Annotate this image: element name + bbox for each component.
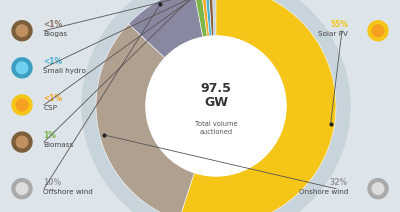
Text: <1%: <1% xyxy=(43,94,62,103)
Text: Biogas: Biogas xyxy=(43,31,67,37)
Circle shape xyxy=(16,25,28,36)
Text: 1%: 1% xyxy=(43,131,56,140)
Circle shape xyxy=(372,25,384,36)
Text: <1%: <1% xyxy=(43,20,62,29)
Text: Total volume
auctioned: Total volume auctioned xyxy=(195,121,237,135)
Wedge shape xyxy=(179,0,336,212)
Text: Offshore wind: Offshore wind xyxy=(43,189,93,195)
Text: Onshore wind: Onshore wind xyxy=(299,189,348,195)
Wedge shape xyxy=(201,0,210,36)
Text: CSP: CSP xyxy=(43,105,57,111)
Text: 55%: 55% xyxy=(330,20,348,29)
Wedge shape xyxy=(194,0,207,37)
Circle shape xyxy=(368,179,388,199)
Circle shape xyxy=(12,58,32,78)
Text: 97.5
GW: 97.5 GW xyxy=(200,82,232,110)
Circle shape xyxy=(82,0,350,212)
Wedge shape xyxy=(128,0,203,58)
Circle shape xyxy=(372,183,384,194)
Text: Small hydro: Small hydro xyxy=(43,68,86,74)
Wedge shape xyxy=(205,0,212,36)
Text: <1%: <1% xyxy=(43,57,62,66)
Text: 10%: 10% xyxy=(43,178,61,187)
Circle shape xyxy=(146,36,286,176)
Circle shape xyxy=(12,132,32,152)
Circle shape xyxy=(12,179,32,199)
Wedge shape xyxy=(96,24,194,212)
Wedge shape xyxy=(208,0,214,36)
Circle shape xyxy=(16,183,28,194)
Circle shape xyxy=(16,62,28,74)
Circle shape xyxy=(16,136,28,148)
Circle shape xyxy=(368,21,388,41)
Circle shape xyxy=(12,21,32,41)
Text: Solar PV: Solar PV xyxy=(318,31,348,37)
Text: 32%: 32% xyxy=(330,178,348,187)
Circle shape xyxy=(12,95,32,115)
Circle shape xyxy=(16,99,28,111)
Text: Biomass: Biomass xyxy=(43,142,74,148)
